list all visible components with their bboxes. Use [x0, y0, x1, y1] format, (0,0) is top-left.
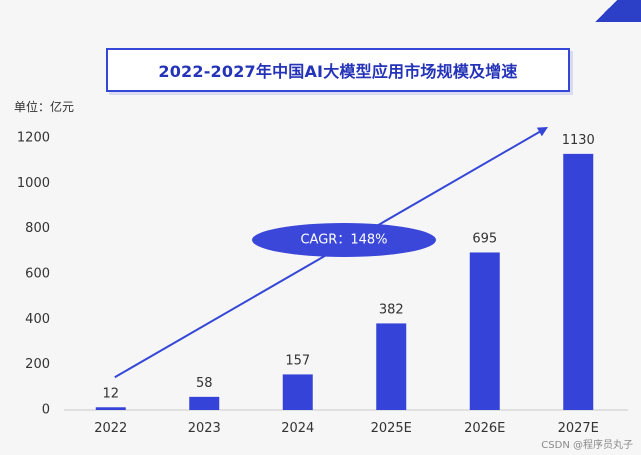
y-tick-label: 200: [25, 357, 50, 372]
data-label: 695: [472, 231, 497, 246]
bar: [563, 153, 594, 410]
x-tick-label: 2025E: [371, 421, 412, 436]
corner-decoration: [571, 0, 641, 22]
data-label: 1130: [562, 133, 595, 148]
bars-group: [95, 153, 594, 410]
chart-title: 2022-2027年中国AI大模型应用市场规模及增速: [106, 48, 570, 92]
bar: [95, 407, 126, 410]
y-tick-label: 600: [25, 267, 50, 282]
x-tick-label: 2026E: [464, 421, 505, 436]
bar: [469, 252, 500, 410]
x-tick-label: 2023: [188, 421, 221, 436]
bar: [282, 374, 313, 410]
bar: [189, 396, 220, 410]
data-labels-group: 12 58 157 382 695 1130: [102, 133, 594, 401]
y-tick-label: 1200: [17, 131, 50, 146]
y-tick-label: 800: [25, 221, 50, 236]
cagr-label: CAGR：148%: [300, 233, 387, 248]
x-tick-label: 2022: [94, 421, 127, 436]
y-tick-label: 400: [25, 312, 50, 327]
data-label: 58: [196, 376, 213, 391]
data-label: 382: [379, 302, 404, 317]
unit-label: 单位：亿元: [14, 100, 75, 114]
x-tick-label: 2027E: [558, 421, 599, 436]
data-label: 12: [102, 386, 119, 401]
data-label: 157: [285, 353, 310, 368]
y-tick-label: 0: [42, 403, 50, 418]
y-axis: 0 200 400 600 800 1000 1200: [17, 131, 50, 418]
cagr-badge: CAGR：148%: [252, 223, 436, 257]
cagr-ellipse: [252, 223, 436, 257]
y-tick-label: 1000: [17, 176, 50, 191]
x-tick-label: 2024: [281, 421, 314, 436]
watermark: CSDN @程序员丸子: [541, 440, 633, 451]
bar: [376, 323, 407, 410]
x-tick-labels-group: 2022 2023 2024 2025E 2026E 2027E: [94, 421, 599, 436]
